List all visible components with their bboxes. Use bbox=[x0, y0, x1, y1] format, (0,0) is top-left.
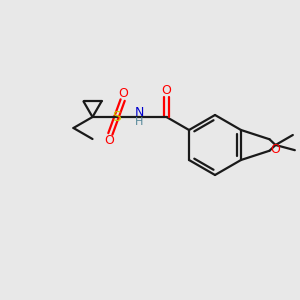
Text: H: H bbox=[135, 117, 144, 127]
Text: O: O bbox=[162, 83, 171, 97]
Text: S: S bbox=[112, 110, 121, 124]
Text: O: O bbox=[119, 87, 129, 100]
Text: O: O bbox=[104, 134, 114, 147]
Text: N: N bbox=[135, 106, 144, 119]
Text: O: O bbox=[271, 143, 281, 156]
